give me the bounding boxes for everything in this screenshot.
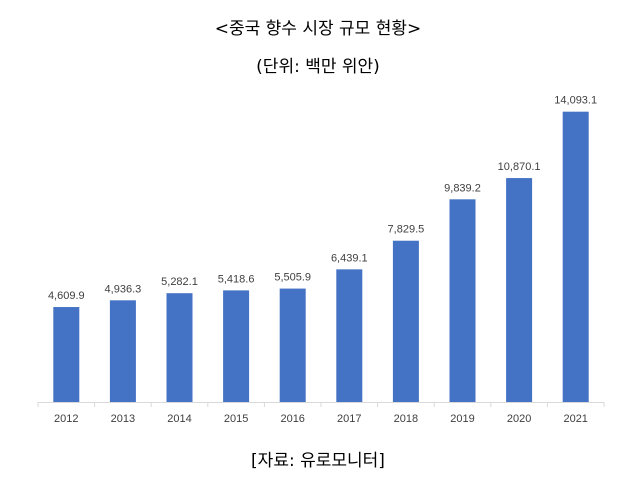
data-label-2017: 6,439.1 — [331, 252, 368, 264]
data-label-2012: 4,609.9 — [48, 290, 85, 302]
source-note: [자료: 유로모니터] — [251, 451, 385, 471]
bar-2018 — [392, 240, 419, 402]
data-label-2014: 5,282.1 — [161, 276, 198, 288]
bar-2016 — [279, 288, 306, 402]
x-tick-label-2019: 2019 — [450, 413, 474, 425]
data-label-2013: 4,936.3 — [105, 283, 142, 295]
chart-title: <중국 향수 시장 규모 현황> — [214, 19, 422, 39]
data-label-2016: 5,505.9 — [274, 272, 311, 284]
x-tick-label-2014: 2014 — [167, 413, 191, 425]
x-tick-label-2016: 2016 — [280, 413, 304, 425]
x-tick-label-2020: 2020 — [507, 413, 531, 425]
x-tick-label-2012: 2012 — [54, 413, 78, 425]
bar-2017 — [336, 269, 363, 402]
x-tick-label-2021: 2021 — [563, 413, 587, 425]
data-label-2021: 14,093.1 — [554, 95, 597, 107]
bar-2014 — [166, 293, 193, 402]
x-tick-label-2015: 2015 — [224, 413, 248, 425]
x-tick-label-2018: 2018 — [394, 413, 418, 425]
data-label-2020: 10,870.1 — [498, 161, 541, 173]
bar-2015 — [223, 290, 250, 402]
bar-2019 — [449, 199, 476, 402]
x-tick-label-2017: 2017 — [337, 413, 361, 425]
chart-unit-subtitle: (단위: 백만 위안) — [256, 57, 380, 77]
x-tick-label-2013: 2013 — [111, 413, 135, 425]
data-label-2018: 7,829.5 — [388, 224, 425, 236]
data-label-2019: 9,839.2 — [444, 182, 481, 194]
bar-2020 — [506, 178, 533, 402]
bar-2013 — [109, 300, 136, 402]
bar-2021 — [562, 111, 589, 403]
data-label-2015: 5,418.6 — [218, 273, 255, 285]
bar-2012 — [53, 307, 80, 402]
